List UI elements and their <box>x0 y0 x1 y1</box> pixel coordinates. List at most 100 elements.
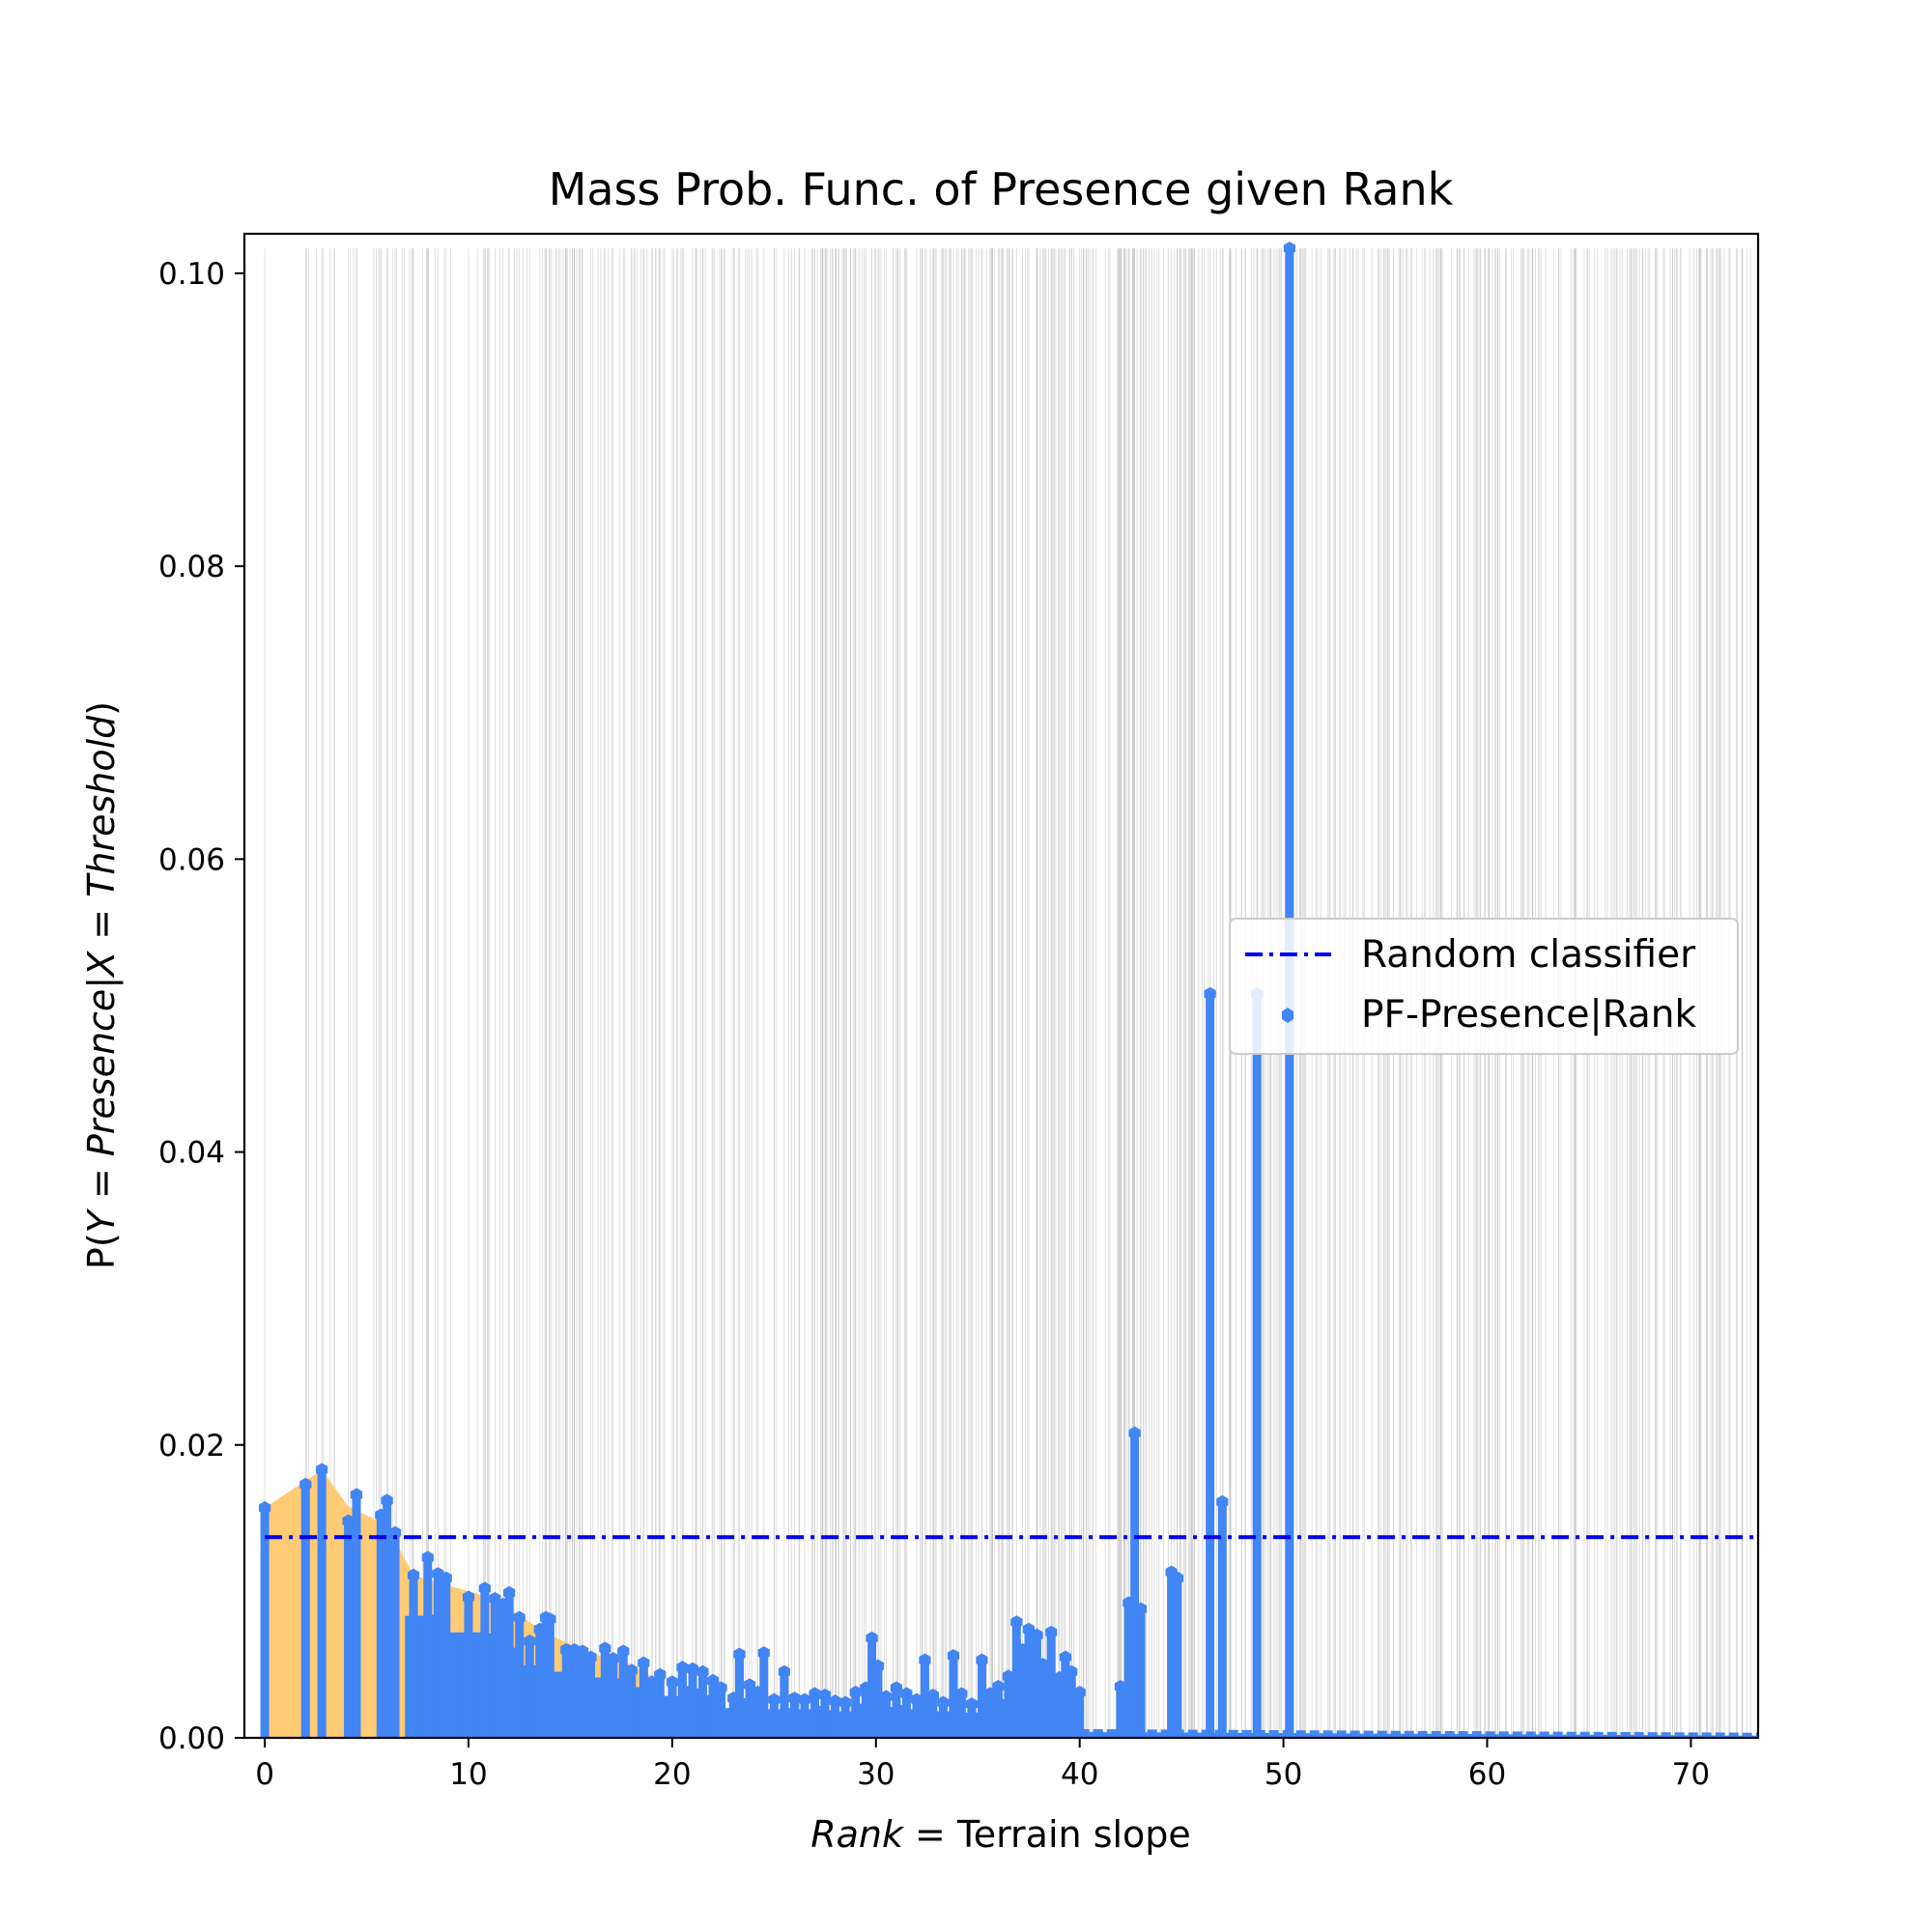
bar-marker <box>462 1590 475 1605</box>
bar-marker <box>617 1644 630 1659</box>
bar-marker <box>890 1681 902 1695</box>
bar-marker <box>910 1692 923 1707</box>
bar-marker <box>676 1661 689 1675</box>
x-axis-label: Rank = Terrain slope <box>810 1813 1191 1856</box>
y-tick-label: 0.10 <box>158 257 225 292</box>
bar-marker <box>788 1691 801 1706</box>
y-axis: 0.00 0.02 0.04 0.06 0.08 0.10 <box>158 257 244 1756</box>
bar-marker <box>696 1664 709 1679</box>
bar-marker <box>926 1689 939 1703</box>
bar-marker <box>798 1692 811 1707</box>
x-tick-label: 70 <box>1672 1757 1710 1792</box>
tail-layer <box>1079 1728 1758 1738</box>
bar-marker <box>715 1681 727 1695</box>
bar-marker <box>1031 1628 1043 1642</box>
bar-marker <box>983 1687 996 1701</box>
bar-marker <box>1059 1650 1072 1664</box>
bar-marker <box>955 1687 968 1701</box>
bar-marker <box>1128 1426 1141 1440</box>
axes-frame <box>242 232 1760 1740</box>
bar-marker <box>743 1678 756 1692</box>
bar-marker <box>768 1692 781 1707</box>
bar-marker <box>1045 1625 1058 1639</box>
bar-marker <box>871 1659 884 1673</box>
bar-marker <box>666 1675 678 1690</box>
bar-marker <box>645 1675 658 1690</box>
y-axis-label: P(Y = Presence|X = Threshold) <box>80 701 124 1269</box>
bar-marker <box>524 1634 536 1648</box>
bar-marker <box>947 1649 960 1663</box>
bar-marker <box>599 1641 611 1656</box>
bar-marker <box>513 1610 526 1625</box>
bar-marker <box>388 1525 402 1540</box>
bar-marker <box>1171 1571 1184 1585</box>
bar-marker <box>440 1571 452 1585</box>
bar-marker <box>316 1463 328 1477</box>
bar-marker <box>829 1694 841 1709</box>
bar-marker <box>503 1585 516 1600</box>
legend-pf-presence-label: PF-Presence|Rank <box>1361 993 1696 1037</box>
bar-marker <box>1114 1679 1126 1693</box>
bar-marker <box>478 1581 491 1596</box>
bar-marker <box>706 1673 720 1688</box>
legend-box <box>1229 918 1739 1055</box>
bar-marker <box>992 1679 1005 1693</box>
bar-marker <box>880 1690 893 1704</box>
bar-marker <box>607 1652 619 1666</box>
bars-layer <box>259 242 1296 1738</box>
bar-marker <box>839 1695 852 1710</box>
bar-marker <box>686 1662 699 1676</box>
bar-marker <box>1065 1664 1078 1679</box>
y-tick-label: 0.04 <box>158 1136 225 1171</box>
bar-marker <box>757 1646 770 1661</box>
y-tick-label: 0.08 <box>158 550 225 584</box>
bar-marker <box>1283 242 1296 256</box>
bar-marker <box>1204 986 1216 1001</box>
bar-marker <box>1002 1669 1014 1684</box>
x-tick-label: 10 <box>449 1757 487 1792</box>
bar-marker <box>965 1697 979 1712</box>
bar-marker <box>342 1514 355 1528</box>
bar-marker <box>654 1667 667 1682</box>
bar-marker <box>733 1647 746 1662</box>
bar-marker <box>259 1500 271 1515</box>
legend-random-classifier-label: Random classifier <box>1361 933 1696 977</box>
bar-marker <box>381 1493 393 1508</box>
bar-marker <box>1010 1615 1023 1630</box>
bar-marker <box>809 1687 821 1701</box>
bar-marker <box>937 1695 950 1710</box>
bar-marker <box>1216 1494 1229 1509</box>
bar-marker <box>849 1686 862 1700</box>
bar-marker <box>976 1653 988 1667</box>
x-tick-label: 50 <box>1264 1757 1302 1792</box>
bar-marker <box>350 1488 363 1502</box>
x-tick-label: 20 <box>653 1757 691 1792</box>
bar-marker <box>900 1687 913 1701</box>
tail-markers <box>1079 1728 1758 1738</box>
bar-marker <box>1037 1658 1049 1672</box>
bar-marker <box>407 1568 420 1582</box>
legend: Random classifier PF-Presence|Rank <box>1229 918 1739 1055</box>
y-tick-label: 0.02 <box>158 1429 225 1463</box>
x-tick-label: 60 <box>1468 1757 1506 1792</box>
x-axis: 0 10 20 30 40 50 60 70 <box>255 1738 1710 1792</box>
bar-marker <box>818 1689 832 1703</box>
bar-marker <box>544 1612 556 1627</box>
bar-marker <box>866 1631 878 1645</box>
x-tick-label: 40 <box>1061 1757 1098 1792</box>
x-tick-label: 0 <box>255 1757 274 1792</box>
legend-pf-presence-marker <box>1282 1008 1293 1023</box>
bar-marker <box>638 1656 650 1670</box>
bar-marker <box>625 1663 638 1678</box>
bar-marker <box>299 1477 312 1492</box>
y-tick-label: 0.06 <box>158 842 225 877</box>
plot-area <box>259 242 1758 1738</box>
chart-title: Mass Prob. Func. of Presence given Rank <box>549 163 1454 215</box>
bar-marker <box>1134 1602 1148 1616</box>
bar-marker <box>1073 1686 1086 1700</box>
bar-marker <box>778 1664 790 1679</box>
bar-marker <box>919 1653 931 1667</box>
bar-marker <box>584 1650 597 1664</box>
bar-marker <box>421 1550 434 1565</box>
